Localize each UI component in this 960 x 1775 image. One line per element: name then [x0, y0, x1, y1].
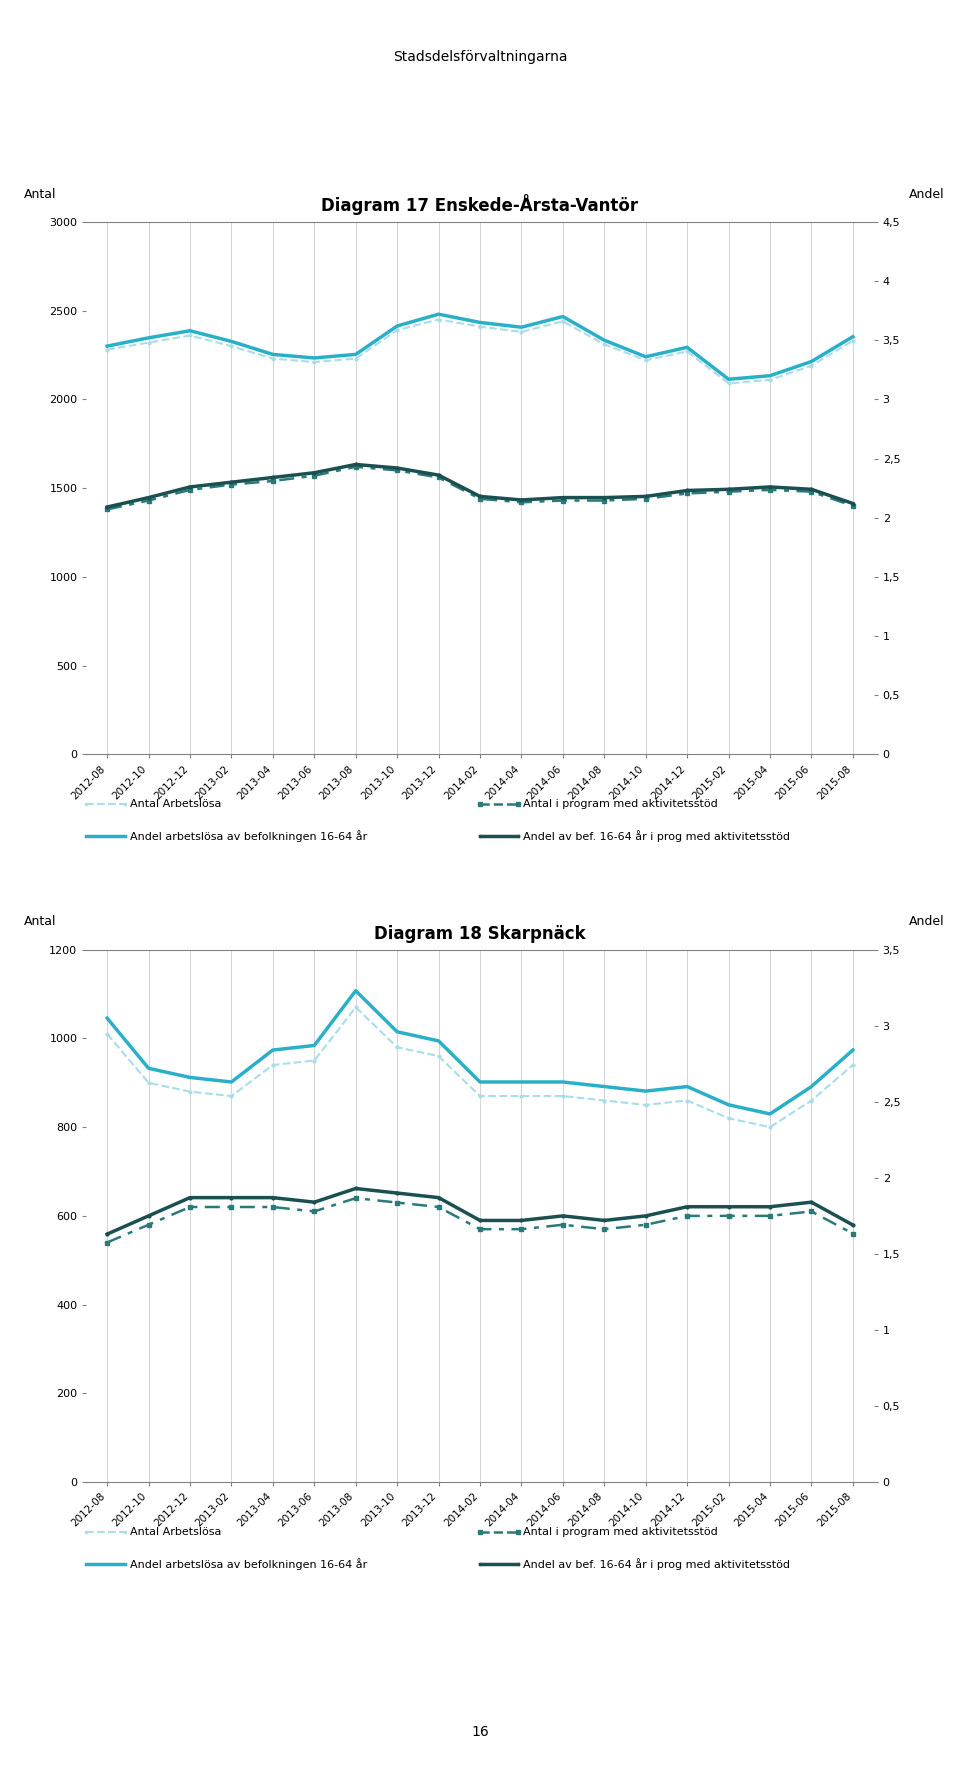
Text: Andel arbetslösa av befolkningen 16-64 år: Andel arbetslösa av befolkningen 16-64 å…	[130, 831, 367, 841]
Text: Antal i program med aktivitetsstöd: Antal i program med aktivitetsstöd	[523, 799, 718, 809]
Text: Andel av bef. 16-64 år i prog med aktivitetsstöd: Andel av bef. 16-64 år i prog med aktivi…	[523, 831, 790, 841]
Text: Antal Arbetslösa: Antal Arbetslösa	[130, 1526, 221, 1537]
Text: Antal Arbetslösa: Antal Arbetslösa	[130, 799, 221, 809]
Text: Antal: Antal	[23, 188, 56, 201]
Title: Diagram 17 Enskede-Årsta-Vantör: Diagram 17 Enskede-Årsta-Vantör	[322, 193, 638, 215]
Text: Andel: Andel	[909, 916, 945, 928]
Text: Andel av bef. 16-64 år i prog med aktivitetsstöd: Andel av bef. 16-64 år i prog med aktivi…	[523, 1558, 790, 1569]
Text: Antal i program med aktivitetsstöd: Antal i program med aktivitetsstöd	[523, 1526, 718, 1537]
Text: Antal: Antal	[23, 916, 56, 928]
Text: Andel arbetslösa av befolkningen 16-64 år: Andel arbetslösa av befolkningen 16-64 å…	[130, 1558, 367, 1569]
Text: 16: 16	[471, 1725, 489, 1740]
Text: Stadsdelsförvaltningarna: Stadsdelsförvaltningarna	[393, 50, 567, 64]
Text: Andel: Andel	[909, 188, 945, 201]
Title: Diagram 18 Skarpnäck: Diagram 18 Skarpnäck	[374, 925, 586, 943]
